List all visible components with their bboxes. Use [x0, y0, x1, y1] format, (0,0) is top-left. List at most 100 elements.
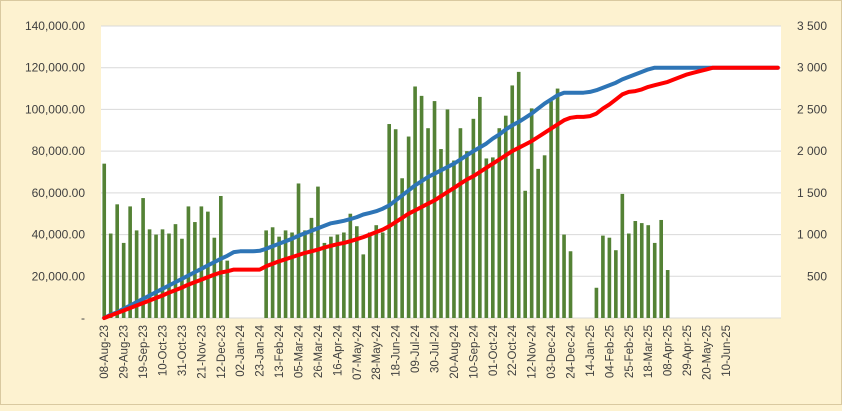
y-right-tick-label: 2 500 — [797, 102, 827, 116]
y-left-tick-label: 20,000.00 — [32, 269, 86, 283]
bar — [361, 254, 366, 318]
bar — [121, 242, 126, 318]
bar — [594, 287, 599, 318]
bar — [633, 221, 638, 318]
y-left-tick-label: 100,000.00 — [25, 102, 85, 116]
bar — [484, 158, 489, 318]
x-tick-label: 02-Jan-24 — [235, 324, 247, 376]
bar — [639, 223, 644, 318]
bar — [497, 128, 502, 318]
bar — [601, 235, 605, 318]
bar — [426, 128, 430, 318]
bar — [471, 118, 476, 318]
x-tick-label: 13-Feb-24 — [274, 324, 286, 378]
bar — [607, 237, 612, 318]
x-tick-label: 01-Oct-24 — [488, 324, 500, 376]
y-right-tick-label: 3 000 — [797, 61, 827, 75]
bar — [380, 232, 385, 318]
bar — [387, 124, 392, 319]
x-tick-label: 29-Aug-23 — [119, 325, 131, 379]
x-tick-label: 04-Feb-25 — [604, 325, 616, 378]
y-right-tick-label: 1 000 — [797, 228, 827, 242]
bar — [503, 115, 508, 318]
bar — [665, 270, 670, 318]
bar — [626, 233, 631, 318]
y-right-tick-label: 1 500 — [797, 186, 827, 200]
bar — [167, 233, 171, 318]
x-tick-label: 10-Sep-24 — [468, 324, 480, 378]
bar — [659, 219, 664, 318]
x-tick-label: 26-Mar-24 — [313, 324, 325, 378]
bar — [374, 225, 379, 318]
x-tick-label: 18-Mar-25 — [643, 325, 655, 378]
x-tick-label: 14-Jan-25 — [585, 325, 597, 377]
y-left-tick-label: 120,000.00 — [25, 61, 85, 75]
bar — [465, 151, 469, 318]
x-tick-label: 22-Oct-24 — [507, 324, 519, 376]
bar — [555, 88, 560, 318]
bar — [154, 234, 158, 318]
x-tick-label: 28-May-24 — [371, 324, 383, 380]
bar — [439, 149, 443, 318]
bar — [646, 225, 651, 318]
x-tick-label: 08-Apr-25 — [663, 325, 675, 376]
bar — [652, 242, 657, 318]
bar — [458, 128, 463, 318]
y-left-tick-label: 80,000.00 — [32, 144, 86, 158]
x-tick-label: 25-Feb-25 — [624, 325, 636, 378]
bar — [614, 250, 618, 318]
bar — [367, 232, 372, 318]
y-right-tick-label: 2 000 — [797, 144, 827, 158]
bar — [115, 204, 120, 318]
bar — [400, 178, 404, 318]
bar — [128, 206, 132, 318]
bar — [406, 136, 411, 318]
bar — [354, 226, 359, 318]
bar — [348, 213, 353, 318]
x-tick-label: 10-Jun-25 — [721, 325, 733, 377]
x-tick-label: 21-Nov-23 — [196, 325, 208, 379]
bar — [542, 155, 547, 318]
bar — [529, 108, 534, 318]
bar — [270, 227, 275, 318]
bar — [516, 71, 521, 318]
x-tick-label: 07-May-24 — [352, 324, 364, 380]
bar — [134, 230, 139, 318]
bar — [309, 217, 314, 318]
y-left-tick-label: - — [81, 311, 85, 325]
x-tick-label: 10-Oct-23 — [158, 325, 170, 376]
bar — [212, 237, 217, 318]
bar — [523, 190, 528, 318]
y-right-tick-label: 500 — [807, 269, 827, 283]
bar — [432, 101, 437, 318]
y-left-tick-label: 40,000.00 — [32, 228, 86, 242]
bar — [316, 186, 320, 318]
bar — [549, 101, 553, 318]
bar — [478, 96, 482, 319]
x-tick-label: 16-Apr-24 — [332, 324, 344, 376]
bar — [452, 160, 456, 318]
x-tick-label: 31-Oct-23 — [177, 325, 189, 376]
bar — [413, 86, 417, 318]
bar — [322, 242, 327, 318]
series-line — [102, 65, 780, 320]
x-tick-label: 08-Aug-23 — [99, 325, 111, 379]
bar — [620, 193, 625, 318]
y-left-tick-label: 140,000.00 — [25, 19, 85, 33]
x-tick-label: 18-Jun-24 — [391, 324, 403, 376]
y-left-tick-label: 60,000.00 — [32, 186, 86, 200]
bar — [303, 230, 307, 318]
x-tick-label: 20-May-25 — [702, 325, 714, 380]
bar — [490, 157, 495, 318]
bar — [225, 260, 230, 318]
bar — [329, 236, 333, 318]
bar — [568, 251, 573, 318]
bar — [342, 232, 346, 318]
bar — [264, 230, 268, 318]
bar — [510, 85, 515, 318]
bar — [173, 224, 178, 318]
bar — [536, 168, 540, 318]
bar — [186, 206, 191, 318]
